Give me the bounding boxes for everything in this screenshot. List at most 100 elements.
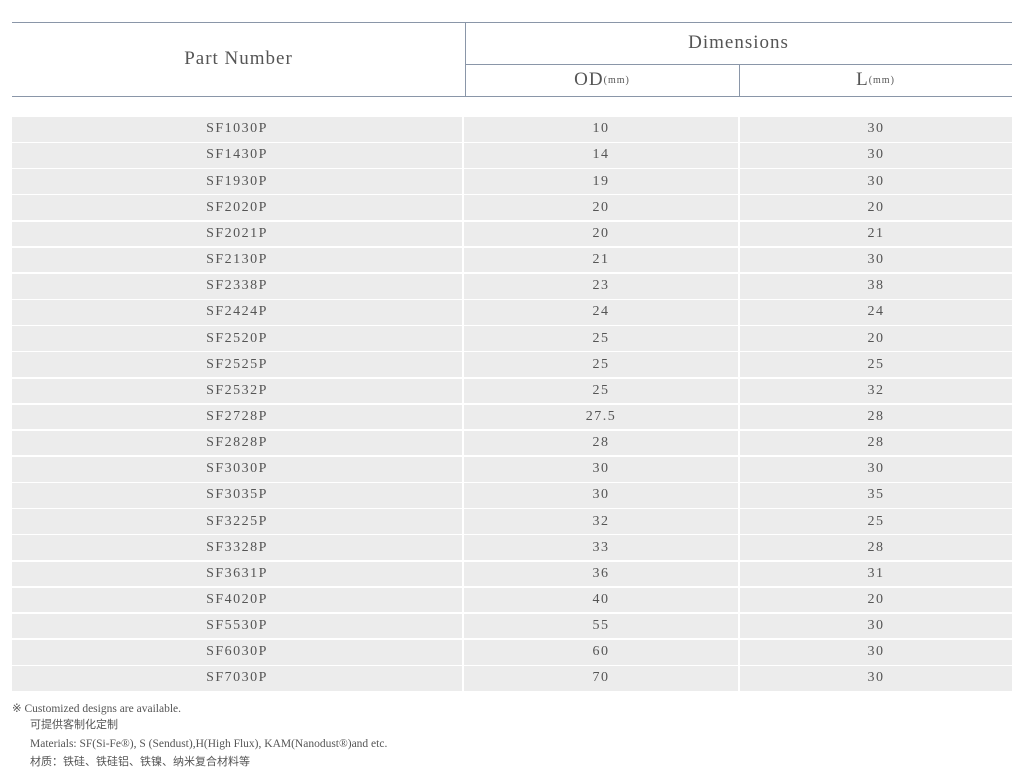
table-cell: SF1030P: [206, 121, 268, 137]
cell-bg: [12, 247, 462, 273]
cell-bg: [740, 535, 1012, 561]
table-cell: SF2338P: [206, 278, 268, 294]
table-cell: 27.5: [585, 408, 617, 424]
table-cell: SF2130P: [206, 252, 268, 268]
footnote: 材质：铁硅、铁硅铝、铁镍、纳米复合材料等: [30, 755, 250, 768]
table-cell: 40: [592, 592, 610, 607]
cell-bg: [12, 561, 462, 587]
table-cell: 28: [867, 539, 885, 555]
cell-bg: [740, 143, 1012, 168]
table-cell: 28: [592, 435, 610, 451]
cell-bg: [740, 640, 1012, 665]
cell-bg: [464, 169, 738, 194]
cell-bg: [740, 169, 1012, 194]
table-cell: SF7030P: [206, 670, 268, 686]
cell-bg: [740, 509, 1012, 534]
cell-bg: [12, 378, 462, 404]
cell-bg: [740, 273, 1012, 299]
footnote: ※ Customized designs are available.: [12, 703, 181, 715]
table-cell: SF2020P: [206, 199, 268, 215]
cell-bg: [464, 561, 738, 587]
cell-bg: [12, 483, 462, 508]
cell-bg: [464, 247, 738, 273]
table-cell: 35: [867, 487, 885, 503]
table-cell: 20: [867, 330, 885, 346]
table-cell: SF3030P: [206, 461, 268, 477]
table-cell: 25: [867, 513, 885, 529]
cell-bg: [12, 169, 462, 194]
cell-bg: [12, 587, 462, 613]
cell-bg: [464, 352, 738, 377]
table-cell: 55: [592, 618, 610, 634]
cell-bg: [12, 666, 462, 691]
cell-bg: [12, 352, 462, 377]
table-cell: 33: [592, 539, 610, 555]
table-cell: 36: [592, 565, 610, 581]
table-cell: 30: [867, 461, 885, 477]
table-cell: 30: [867, 670, 885, 686]
table-cell: 30: [867, 252, 885, 268]
table-cell: SF1430P: [206, 147, 268, 163]
cell-bg: [12, 613, 462, 639]
cell-bg: [12, 195, 462, 221]
cell-bg: [464, 640, 738, 665]
table-cell: 20: [867, 592, 885, 607]
table-cell: 23: [592, 278, 610, 294]
cell-bg: [464, 456, 738, 482]
table-cell: SF1930P: [206, 173, 268, 189]
col-divider: [465, 22, 466, 97]
table-cell: 24: [592, 304, 610, 320]
header-dimensions: Dimensions: [688, 32, 789, 53]
table-cell: 32: [592, 513, 610, 529]
table-cell: 21: [592, 252, 610, 268]
cell-bg: [464, 221, 738, 247]
cell-bg: [464, 535, 738, 561]
table-cell: 30: [592, 487, 610, 503]
table-cell: 30: [867, 618, 885, 634]
cell-bg: [464, 483, 738, 508]
cell-bg: [740, 430, 1012, 456]
cell-bg: [740, 247, 1012, 273]
table-cell: 70: [592, 670, 610, 686]
col-divider: [739, 64, 740, 97]
table-cell: 30: [867, 644, 885, 660]
cell-bg: [12, 273, 462, 299]
top-rule: [12, 22, 1012, 23]
header-l: L (mm): [739, 64, 1012, 96]
mid-rule: [465, 64, 1012, 65]
table-cell: 25: [592, 330, 610, 346]
table-cell: 28: [867, 435, 885, 451]
cell-bg: [464, 404, 738, 430]
table-cell: SF3328P: [206, 539, 268, 555]
cell-bg: [740, 378, 1012, 404]
cell-bg: [740, 117, 1012, 142]
table-cell: 20: [592, 199, 610, 215]
table-cell: SF3631P: [206, 565, 268, 581]
od-label: OD: [574, 69, 604, 90]
table-cell: 24: [867, 304, 885, 320]
cell-bg: [12, 456, 462, 482]
table-cell: 28: [867, 408, 885, 424]
cell-bg: [464, 587, 738, 613]
cell-bg: [12, 300, 462, 325]
table-cell: 10: [592, 121, 610, 137]
cell-bg: [740, 613, 1012, 639]
table-cell: 32: [867, 382, 885, 398]
table-cell: 20: [592, 225, 610, 241]
table-cell: 25: [592, 356, 610, 372]
cell-bg: [12, 326, 462, 351]
table-cell: SF2828P: [206, 435, 268, 451]
l-unit: (mm): [868, 74, 895, 86]
table-cell: 30: [592, 461, 610, 477]
table-cell: 14: [592, 147, 610, 163]
cell-bg: [464, 117, 738, 142]
cell-bg: [464, 430, 738, 456]
cell-bg: [464, 378, 738, 404]
cell-bg: [740, 666, 1012, 691]
table-cell: SF2424P: [206, 304, 268, 320]
cell-bg: [464, 613, 738, 639]
table-cell: SF2532P: [206, 382, 268, 398]
table-cell: 31: [867, 565, 885, 581]
cell-bg: [740, 352, 1012, 377]
